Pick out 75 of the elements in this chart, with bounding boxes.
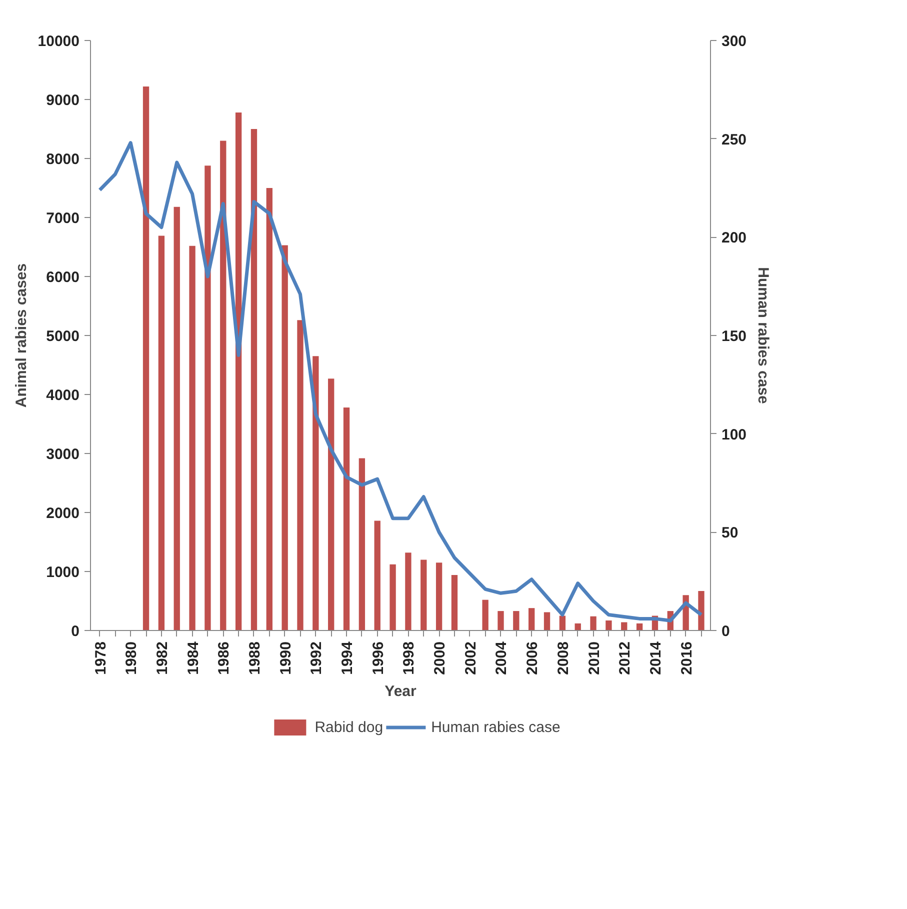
- y2-tick-label: 300: [722, 33, 747, 50]
- x-tick-label: 2016: [678, 641, 696, 675]
- bar: [328, 378, 334, 630]
- x-tick-label: 1978: [92, 641, 110, 675]
- legend-label: Rabid dog: [314, 718, 384, 736]
- bar: [390, 564, 396, 630]
- x-tick-label: 1980: [123, 641, 140, 675]
- y2-axis-title: Human rabies case: [754, 267, 772, 404]
- y-tick-label: 6000: [46, 269, 80, 286]
- y-axis-title: Animal rabies cases: [12, 263, 30, 408]
- bar: [174, 206, 180, 630]
- y2-tick-label: 50: [722, 524, 738, 542]
- x-tick-label: 1988: [246, 641, 264, 675]
- x-tick-label: 2008: [554, 641, 572, 675]
- x-tick-label: 2010: [586, 641, 603, 675]
- bar: [698, 590, 704, 630]
- y2-tick-label: 150: [722, 328, 747, 345]
- bar: [405, 552, 412, 630]
- bar: [544, 612, 550, 630]
- y-tick-label: 3000: [46, 446, 80, 463]
- y2-tick-label: 0: [722, 623, 730, 640]
- x-tick-label: 1990: [277, 641, 294, 675]
- x-tick-label: 1986: [216, 641, 233, 675]
- bar: [420, 560, 427, 630]
- x-tick-label: 1984: [184, 640, 202, 675]
- y2-tick-label: 250: [722, 131, 747, 148]
- x-tick-label: 2000: [432, 641, 449, 675]
- bar: [436, 562, 442, 630]
- x-axis-title: Year: [384, 682, 417, 700]
- bar: [498, 611, 504, 630]
- y-tick-label: 7000: [46, 210, 80, 227]
- y-tick-label: 2000: [46, 505, 80, 522]
- y2-tick-label: 100: [722, 426, 747, 444]
- x-tick-label: 2004: [493, 640, 510, 675]
- x-tick-label: 1994: [339, 640, 356, 675]
- bar: [528, 608, 535, 630]
- bar: [312, 356, 319, 630]
- bar: [266, 188, 272, 630]
- bar: [358, 458, 366, 630]
- x-tick-label: 1998: [400, 641, 418, 675]
- bar: [482, 600, 488, 630]
- bar: [374, 520, 380, 630]
- bar: [250, 129, 258, 630]
- x-tick-label: 2012: [616, 641, 634, 675]
- x-tick-label: 2014: [647, 640, 664, 675]
- legend-label: Human rabies case: [431, 718, 560, 736]
- y-tick-label: 9000: [46, 92, 80, 109]
- bar: [204, 166, 211, 630]
- bar: [282, 245, 288, 630]
- bar: [621, 622, 628, 630]
- bar: [235, 112, 242, 630]
- line-series: [98, 141, 703, 622]
- bar: [513, 611, 520, 630]
- x-tick-label: 1996: [370, 641, 387, 675]
- y-tick-label: 4000: [46, 387, 80, 404]
- bar: [158, 236, 165, 630]
- bar: [297, 320, 304, 630]
- bar: [559, 616, 566, 630]
- y-tick-label: 10000: [38, 33, 80, 50]
- bar: [451, 575, 458, 630]
- bar: [189, 246, 196, 630]
- y-tick-label: 1000: [46, 564, 80, 581]
- y-tick-label: 5000: [46, 328, 80, 345]
- bar: [220, 140, 226, 630]
- bar: [606, 620, 612, 630]
- x-tick-label: 1992: [308, 641, 326, 675]
- bar: [142, 86, 150, 630]
- bar: [590, 616, 596, 630]
- x-tick-label: 2006: [524, 641, 542, 675]
- y-tick-label: 0: [71, 623, 80, 640]
- y-tick-label: 8000: [46, 151, 80, 168]
- bar: [343, 407, 350, 630]
- x-tick-label: 2002: [462, 641, 480, 675]
- y2-tick-label: 200: [722, 230, 747, 247]
- x-tick-label: 1982: [154, 641, 171, 675]
